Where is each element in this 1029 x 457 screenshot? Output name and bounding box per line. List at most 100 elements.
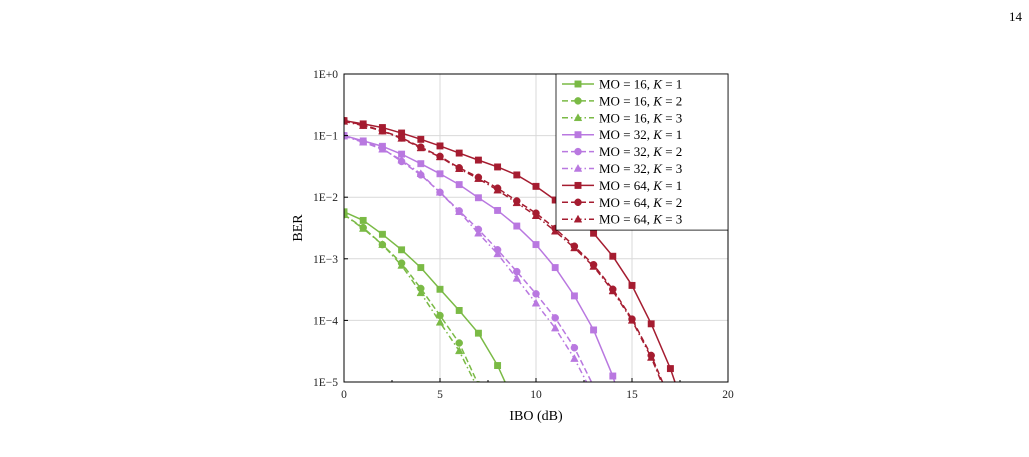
data-point — [436, 170, 444, 178]
data-point — [513, 222, 521, 230]
data-point — [397, 133, 406, 142]
data-point — [455, 307, 463, 314]
data-point — [397, 155, 406, 164]
y-axis-ticks: 1E+0 1E−1 1E−2 1E−3 1E−4 1E−5 — [313, 69, 348, 389]
legend-label: MO = 64, K = 2 — [599, 195, 682, 210]
data-point — [455, 149, 463, 157]
data-point — [589, 261, 598, 270]
page-number: 14 — [1009, 9, 1022, 24]
data-point — [474, 329, 482, 337]
data-point — [436, 285, 444, 293]
legend-swatch-marker — [573, 163, 583, 172]
data-point — [494, 440, 502, 447]
data-point — [417, 135, 425, 143]
data-point — [493, 185, 502, 194]
data-point — [435, 317, 445, 326]
data-point — [532, 290, 540, 298]
legend-entry: MO = 32, K = 3 — [562, 161, 682, 176]
data-point — [378, 240, 387, 248]
data-point — [455, 339, 463, 347]
data-point — [590, 229, 598, 237]
data-point — [570, 354, 579, 362]
data-point — [454, 346, 464, 355]
data-point — [417, 160, 425, 168]
data-point — [532, 182, 540, 190]
legend-label: MO = 64, K = 3 — [599, 212, 682, 227]
data-point — [474, 156, 482, 164]
data-point — [378, 230, 386, 238]
legend-label: MO = 16, K = 2 — [599, 93, 682, 108]
y-tick-label: 1E−2 — [313, 192, 338, 204]
legend-entry: MO = 16, K = 1 — [562, 77, 682, 92]
legend: MO = 16, K = 1MO = 16, K = 2 MO = 16, K =… — [555, 73, 729, 231]
data-point — [494, 362, 502, 369]
x-tick-label: 10 — [530, 389, 542, 401]
x-tick-label: 0 — [341, 389, 347, 401]
series-mo64-k3 — [344, 116, 663, 382]
data-point — [627, 315, 637, 324]
data-point — [512, 198, 522, 207]
data-point — [417, 264, 425, 272]
data-point — [532, 241, 540, 249]
data-point — [416, 288, 426, 297]
data-point — [474, 174, 483, 182]
data-point — [570, 292, 578, 300]
data-point — [531, 211, 541, 219]
x-axis-ticks: 0 5 10 15 20 — [341, 378, 734, 401]
y-tick-label: 1E+0 — [313, 69, 338, 81]
data-point — [494, 435, 501, 442]
series-line — [344, 134, 593, 382]
legend-swatch-marker — [573, 113, 583, 122]
series-line — [344, 120, 663, 382]
data-point — [493, 249, 502, 258]
data-point — [590, 392, 598, 399]
data-point — [474, 194, 482, 202]
data-point — [647, 320, 655, 328]
x-axis-label: IBO (dB) — [509, 409, 563, 424]
legend-swatch-marker — [574, 147, 582, 156]
legend-entry: MO = 64, K = 1 — [562, 178, 682, 193]
data-point — [435, 152, 445, 161]
data-point — [570, 343, 579, 352]
data-point — [378, 144, 387, 153]
data-point — [494, 206, 502, 214]
series-line — [344, 211, 506, 382]
data-point — [416, 169, 426, 178]
legend-entry: MO = 32, K = 2 — [562, 144, 682, 159]
data-point — [454, 164, 464, 172]
legend-label: MO = 32, K = 3 — [599, 161, 682, 176]
data-point — [609, 372, 617, 380]
data-point — [398, 246, 406, 254]
y-axis-label: BER — [291, 214, 306, 242]
legend-label: MO = 16, K = 3 — [599, 110, 682, 125]
legend-swatch-marker — [574, 80, 582, 88]
data-point — [474, 228, 483, 237]
legend-label: MO = 64, K = 1 — [599, 178, 682, 193]
data-point — [608, 286, 618, 295]
data-point — [416, 143, 426, 152]
series-line — [344, 134, 616, 382]
legend-entry: MO = 64, K = 2 — [562, 195, 682, 210]
data-point — [570, 243, 579, 252]
data-point — [666, 365, 674, 373]
series-mo16-k3 — [344, 210, 502, 447]
data-point — [344, 210, 349, 218]
legend-swatch-marker — [574, 131, 582, 139]
legend-label: MO = 32, K = 1 — [599, 127, 682, 142]
legend-label: MO = 16, K = 1 — [599, 77, 682, 92]
data-point — [667, 397, 674, 404]
data-point — [378, 126, 387, 135]
series-layer — [344, 116, 676, 447]
data-point — [513, 171, 521, 179]
data-point — [550, 226, 560, 235]
data-point — [629, 436, 635, 442]
data-point — [358, 121, 368, 129]
data-point — [550, 323, 560, 332]
data-point — [551, 264, 559, 272]
data-point — [590, 326, 598, 334]
data-point — [455, 181, 463, 189]
data-point — [494, 163, 502, 171]
y-tick-label: 1E−1 — [313, 131, 338, 143]
data-point — [590, 383, 597, 390]
